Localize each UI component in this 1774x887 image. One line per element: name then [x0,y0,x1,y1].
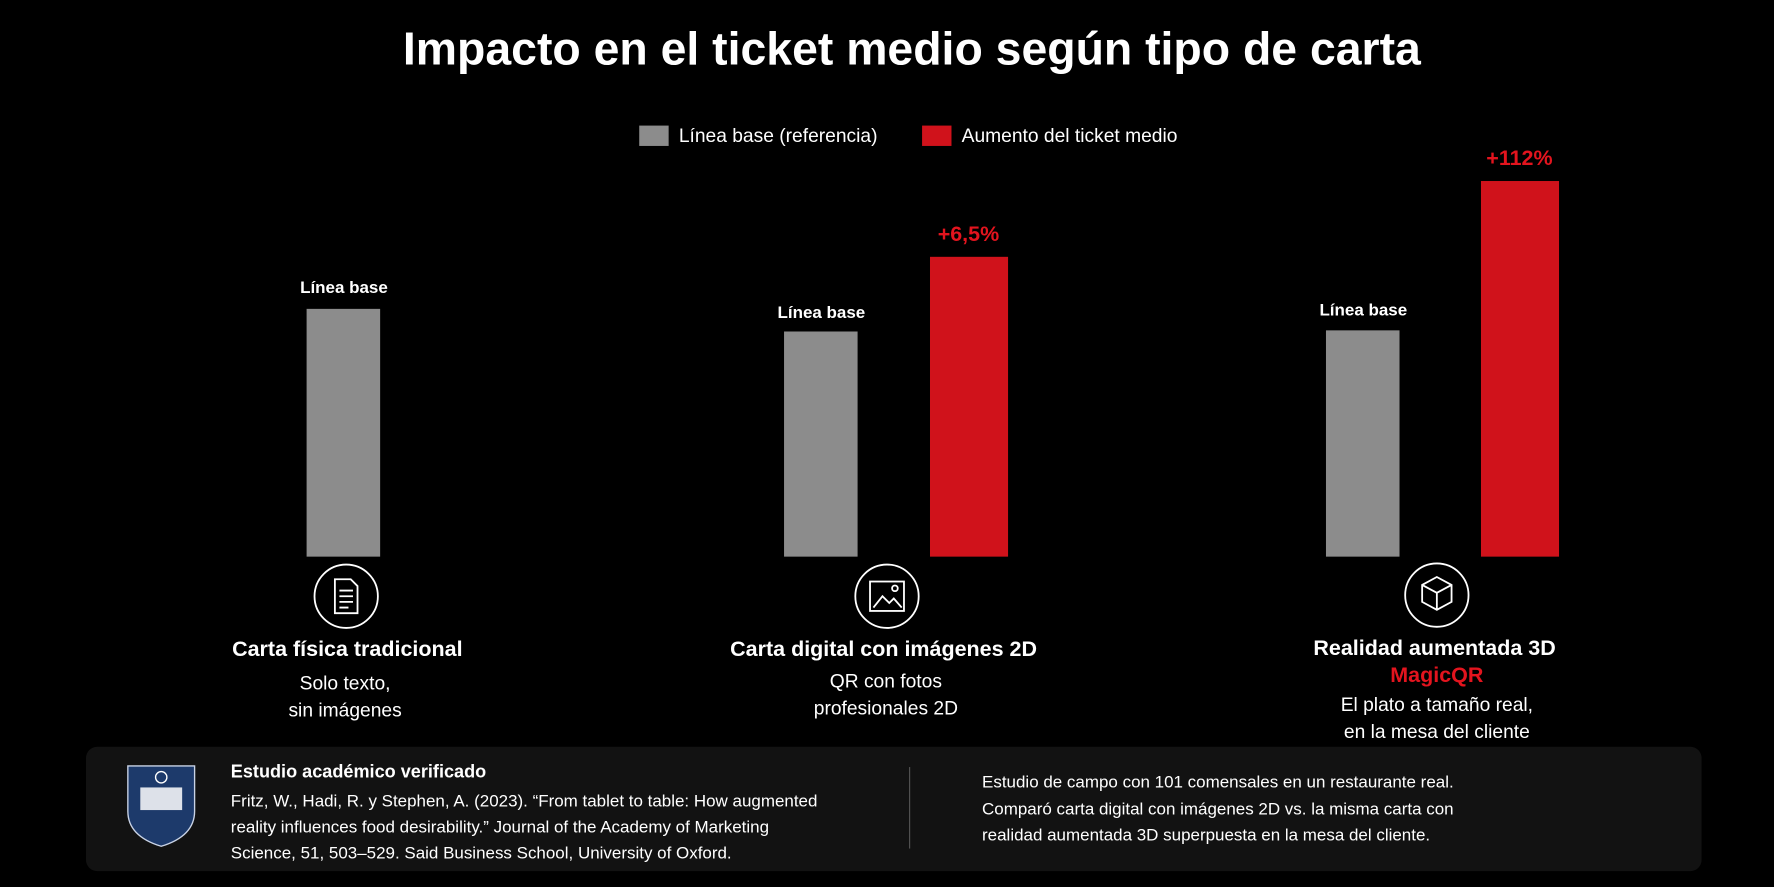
group-description: sin imágenes [288,701,401,722]
group-title: Realidad aumentada 3D [1313,636,1555,660]
baseline-bar [1325,330,1400,557]
citation: reality influences food desirability.” J… [231,818,769,837]
summary: Estudio de campo con 101 comensales en u… [982,772,1454,791]
icon [313,563,379,629]
legend-swatch [922,125,952,146]
increase-bar [1480,181,1560,557]
icon [854,563,920,629]
summary: Comparó carta digital con imágenes 2D vs… [982,800,1454,819]
citation: Fritz, W., Hadi, R. y Stephen, A. (2023)… [231,792,818,811]
increase-label: +6,5% [938,222,1000,246]
group-description: QR con fotos [830,671,942,692]
legend-swatch [639,125,669,146]
legend-label: Aumento del ticket medio [962,126,1178,147]
university-crest [127,765,196,847]
baseline-bar [306,308,381,557]
citation: Science, 51, 503–529. Said Business Scho… [231,844,732,863]
group-title: Carta física tradicional [232,637,462,661]
group-description: Solo texto, [300,674,391,695]
summary: realidad aumentada 3D superpuesta en la … [982,826,1430,845]
group-description: El plato a tamaño real, [1341,695,1533,716]
group-description: en la mesa del cliente [1344,722,1530,743]
footer-heading: Estudio académico verificado [231,762,486,782]
baseline-bar [784,331,858,557]
bar-label: Línea base [778,303,866,322]
bar-label: Línea base [300,278,388,297]
title: Impacto en el ticket medio según tipo de… [403,22,1422,74]
footer-panel [85,746,1702,872]
increase-bar [929,256,1009,557]
icon [1404,562,1470,628]
bar-label: Línea base [1319,301,1407,320]
group-description: profesionales 2D [814,698,958,719]
group-title: Carta digital con imágenes 2D [730,637,1037,661]
increase-label: +112% [1486,146,1552,170]
brand: MagicQR [1390,663,1484,687]
legend-label: Línea base (referencia) [679,126,878,147]
